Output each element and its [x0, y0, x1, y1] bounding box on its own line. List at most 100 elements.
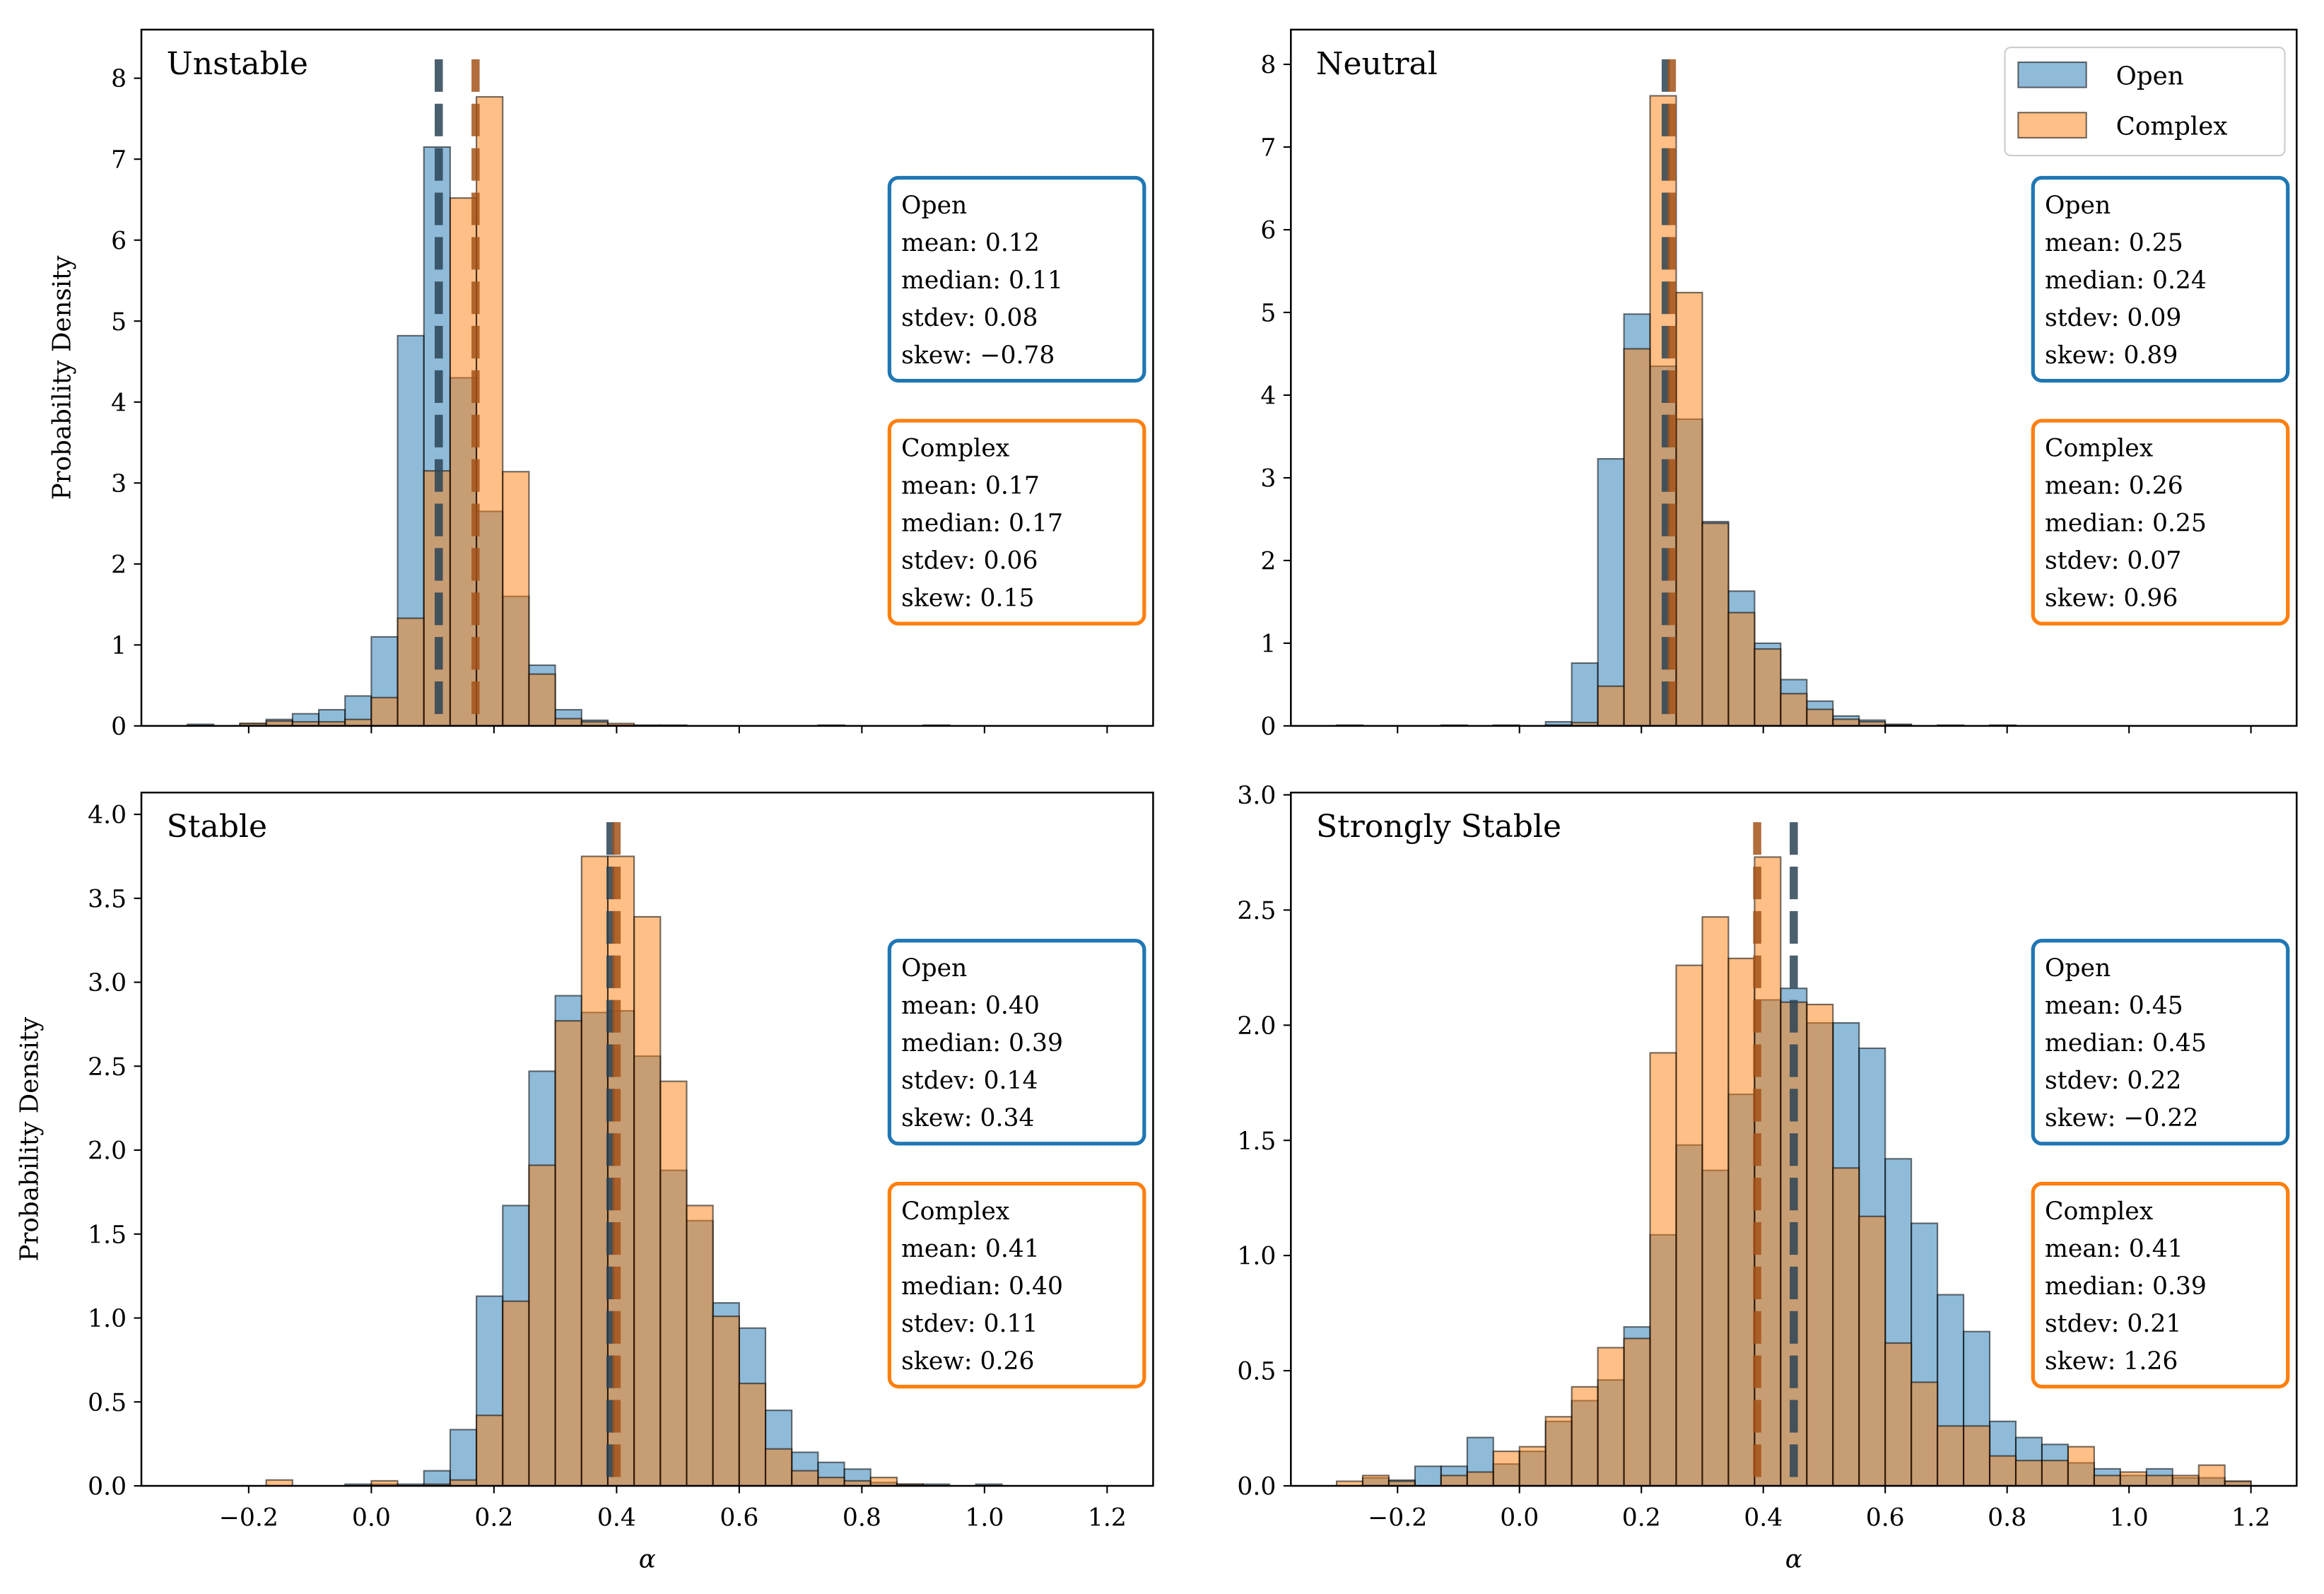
- open-stats-line: Open: [2045, 954, 2111, 983]
- panel-unstable: 0 1 2 3 4 5 6 7 8 Unstable Probability Density Open…: [47, 28, 1154, 741]
- complex-bar: [476, 95, 504, 727]
- complex-bar: [1649, 95, 1677, 727]
- complex-bar: [476, 1414, 504, 1487]
- complex-stats-line: skew: 0.26: [901, 1347, 1034, 1376]
- complex-stats-line: Complex: [2045, 434, 2154, 462]
- open-stats-box: [887, 175, 1146, 383]
- complex-bar: [2067, 1446, 2095, 1487]
- complex-bar: [1466, 1471, 1494, 1487]
- complex-bar: [1518, 1446, 1547, 1487]
- complex-stats-line: mean: 0.26: [2045, 472, 2183, 500]
- panel-title: Unstable: [167, 46, 308, 82]
- complex-bar: [791, 1470, 819, 1487]
- complex-bar: [633, 915, 662, 1487]
- x-tick-label: −0.2: [1368, 1504, 1427, 1533]
- y-tick-label: 1.0: [88, 1305, 127, 1333]
- y-tick-label: 1.5: [1237, 1127, 1276, 1156]
- complex-bar: [1675, 964, 1703, 1487]
- complex-stats-line: Complex: [901, 434, 1010, 462]
- x-tick-label: 0.4: [597, 1504, 636, 1533]
- axes-frame: [140, 28, 1154, 727]
- panel-strongly-stable: −0.2 0.0 0.2 0.4 0.6 0.8 1.0 1.2 0.0 0.5 1.0 1.5 2.0…: [1237, 782, 2298, 1574]
- complex-stats-box: [887, 1181, 1146, 1389]
- legend-open-swatch: [2017, 61, 2087, 88]
- y-tick-label: 4: [1260, 382, 1276, 411]
- open-bar: [1597, 458, 1625, 727]
- open-stats-line: Open: [901, 954, 967, 983]
- y-tick-label: 3.5: [88, 885, 127, 913]
- complex-bar: [554, 717, 582, 727]
- complex-bar: [1754, 648, 1782, 727]
- complex-bar: [580, 855, 609, 1487]
- complex-bar: [1597, 685, 1625, 727]
- open-stats-line: skew: 0.89: [2045, 341, 2178, 370]
- complex-bar: [1727, 957, 1756, 1487]
- complex-stats-line: stdev: 0.21: [2045, 1310, 2181, 1338]
- complex-bar: [1884, 1342, 1913, 1487]
- y-tick-label: 8: [1260, 52, 1276, 80]
- complex-bar: [1440, 1475, 1468, 1487]
- complex-bar: [817, 1477, 845, 1487]
- open-stats-box: [2031, 939, 2290, 1146]
- complex-bar: [1623, 1337, 1651, 1487]
- y-tick-label: 6: [111, 227, 127, 255]
- complex-bar: [528, 1164, 556, 1487]
- y-tick-label: 3.0: [1237, 782, 1276, 810]
- complex-stats-line: mean: 0.17: [901, 472, 1040, 500]
- open-bar: [1414, 1465, 1442, 1487]
- x-tick-label: 0.0: [1500, 1504, 1539, 1533]
- y-tick-label: 6: [1260, 217, 1276, 245]
- x-tick-label: 1.2: [2231, 1504, 2270, 1533]
- y-tick-label: 2: [111, 551, 127, 579]
- complex-bar: [1911, 1381, 1939, 1487]
- complex-bar: [1806, 1003, 1834, 1487]
- complex-bar: [554, 1020, 582, 1487]
- complex-bar: [764, 1448, 793, 1487]
- panel-neutral: 0 1 2 3 4 5 6 7 8 Neutral Open mean: 0.25 median: 0.…: [1260, 28, 2298, 741]
- y-tick-label: 2.5: [1237, 897, 1276, 925]
- complex-bar: [502, 471, 530, 727]
- complex-stats-line: stdev: 0.11: [901, 1310, 1038, 1338]
- complex-bar: [370, 696, 399, 727]
- complex-bar: [869, 1477, 898, 1487]
- complex-bar: [686, 1205, 714, 1487]
- x-tick-label: 0.2: [1622, 1504, 1661, 1533]
- y-tick-label: 8: [111, 65, 127, 93]
- complex-bar: [528, 673, 556, 727]
- complex-bar: [738, 1383, 767, 1487]
- x-tick-label: 0.8: [1988, 1504, 2026, 1533]
- y-tick-label: 2.5: [88, 1053, 127, 1082]
- y-tick-label: 0.5: [1237, 1358, 1276, 1386]
- open-stats-line: mean: 0.45: [2045, 992, 2183, 1020]
- open-stats-line: mean: 0.12: [901, 229, 1040, 257]
- x-tick-label: 0.4: [1744, 1504, 1783, 1533]
- open-stats-line: Open: [2045, 192, 2111, 220]
- complex-bar: [502, 1300, 530, 1487]
- complex-stats-line: median: 0.40: [901, 1272, 1063, 1301]
- y-tick-label: 7: [1260, 134, 1276, 163]
- y-tick-label: 2: [1260, 548, 1276, 576]
- complex-stats-line: skew: 0.96: [2045, 585, 2178, 613]
- complex-stats-line: median: 0.25: [2045, 510, 2207, 538]
- x-axis-label: α: [1785, 1545, 1802, 1574]
- x-tick-label: 0.6: [720, 1504, 758, 1533]
- x-tick-label: 1.0: [965, 1504, 1004, 1533]
- y-tick-label: 0.0: [88, 1473, 127, 1501]
- complex-bar: [1780, 693, 1808, 727]
- y-tick-label: 1.0: [1237, 1243, 1276, 1271]
- x-tick-label: 0.2: [474, 1504, 513, 1533]
- open-bar: [1571, 662, 1599, 727]
- open-stats-box: [2031, 175, 2290, 383]
- complex-stats-line: stdev: 0.07: [2045, 547, 2181, 575]
- y-tick-label: 2.0: [1237, 1012, 1276, 1041]
- axes-frame: [1290, 791, 2298, 1487]
- y-axis-label: Probability Density: [15, 1016, 44, 1262]
- complex-bar: [1675, 291, 1703, 727]
- open-stats-line: stdev: 0.08: [901, 304, 1038, 332]
- y-axis-label: Probability Density: [47, 255, 76, 500]
- complex-stats-line: skew: 0.15: [901, 585, 1034, 613]
- complex-stats-line: Complex: [2045, 1197, 2154, 1226]
- y-tick-label: 0.5: [88, 1389, 127, 1417]
- complex-bar: [2119, 1471, 2147, 1487]
